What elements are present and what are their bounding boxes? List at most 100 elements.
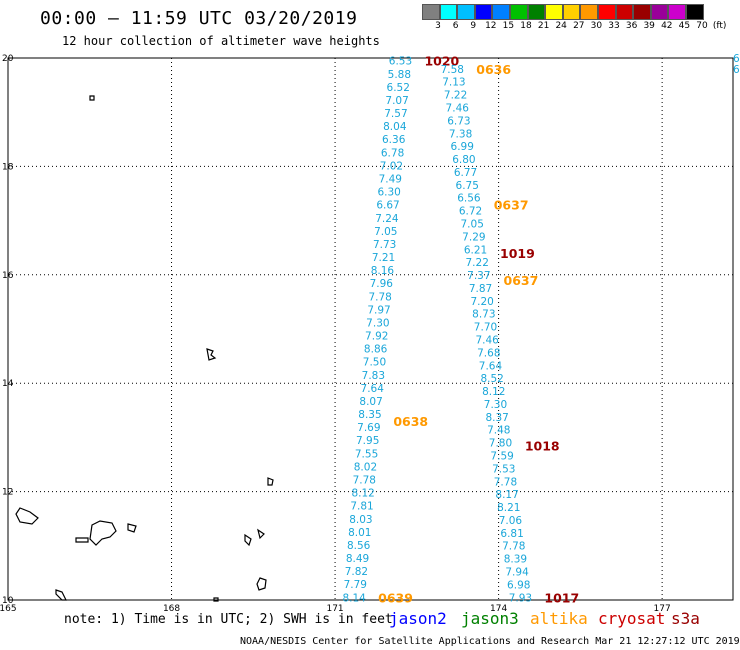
wave-height-value: 6.75 [456,180,479,192]
scale-swatch [562,4,581,20]
island-outline [256,577,267,591]
island-outline [257,528,265,540]
wave-height-value: 7.78 [353,475,376,487]
pass-time-label: 1020 [424,54,459,69]
edge-wave-value: 6. [733,64,740,76]
wave-height-value: 6.73 [447,115,470,127]
wave-height-value: 7.53 [492,463,515,475]
wave-height-value: 7.70 [474,322,497,334]
scale-label: 70 [696,21,708,31]
wave-height-value: 7.38 [449,128,472,140]
pass-time-label: 0637 [504,273,539,288]
longitude-label: 174 [490,604,507,614]
wave-height-value: 7.57 [384,108,407,120]
wave-height-value: 6.53 [389,56,412,68]
wave-height-value: 7.64 [479,360,503,372]
wave-height-value: 6.36 [382,134,406,146]
wave-height-value: 7.95 [356,435,379,447]
wave-height-value: 7.30 [484,399,507,411]
wave-height-value: 6.99 [451,141,474,153]
scale-label: 12 [485,21,497,31]
wave-height-value: 7.64 [361,383,385,395]
wave-height-value: 7.81 [350,501,373,513]
latitude-label: 10 [2,596,14,606]
wave-height-value: 7.24 [375,213,399,225]
wave-height-value: 7.96 [370,278,394,290]
scale-swatch [615,4,634,20]
wave-height-value: 7.37 [467,270,490,282]
island-outline [127,523,137,533]
latitude-label: 12 [2,488,13,498]
wave-height-value: 7.80 [489,438,512,450]
scale-label: 18 [520,21,532,31]
satellite-cryosat: cryosat [598,609,666,628]
wave-height-value: 8.16 [371,265,395,277]
scale-swatch [633,4,651,20]
scale-swatch [668,4,686,20]
wave-height-value: 6.56 [457,193,481,205]
wave-height-value: 7.78 [368,291,391,303]
wave-height-value: 7.97 [367,304,390,316]
scale-label: 27 [573,21,585,31]
longitude-label: 165 [0,604,17,614]
wave-height-value: 6.80 [452,154,475,166]
wave-height-color-scale [422,4,704,20]
pass-time-label: 0638 [393,414,428,429]
wave-height-value: 7.79 [344,579,367,591]
wave-height-value: 8.35 [358,409,381,421]
wave-height-value: 7.22 [444,90,467,102]
wave-height-value: 8.02 [354,461,377,473]
wave-height-value: 7.92 [365,331,388,343]
wave-height-value: 7.68 [477,347,500,359]
wave-height-value: 7.13 [442,77,465,89]
wave-height-value: 7.87 [469,283,492,295]
scale-swatch [474,4,493,20]
wave-height-value: 7.78 [494,476,517,488]
island-outline [206,348,217,361]
wave-height-value: 8.21 [497,502,520,514]
latitude-label: 18 [2,162,14,172]
satellite-jason3: jason3 [461,609,519,628]
scale-swatch [492,4,510,20]
wave-height-value: 8.17 [495,489,518,501]
pass-time-label: 0639 [378,590,413,605]
wave-height-value: 7.06 [499,515,523,527]
wave-height-value: 7.58 [441,64,464,76]
wave-height-value: 7.46 [446,103,470,115]
scale-label: 3 [435,21,441,31]
wave-height-value: 6.78 [381,147,404,159]
wave-height-value: 7.83 [362,370,385,382]
island-outline [244,533,252,547]
island-outline [55,589,67,601]
scale-swatch [650,4,669,20]
longitude-label: 171 [326,604,343,614]
wave-height-value: 7.30 [366,317,389,329]
scale-label: 30 [590,21,603,31]
scale-label: 39 [643,21,655,31]
scale-label: 24 [555,21,567,31]
wave-height-value: 6.72 [459,206,482,218]
wave-height-value: 8.12 [351,488,374,500]
pass-time-label: 1019 [500,246,535,261]
wave-height-value: 8.01 [348,527,371,539]
scale-label: 42 [661,21,673,31]
island-outline [267,477,274,486]
scale-swatch [685,4,704,20]
wave-height-value: 6.52 [387,82,410,94]
wave-height-value: 7.46 [475,335,499,347]
pass-time-label: 1018 [525,439,560,454]
scale-label: 21 [537,21,550,31]
pass-time-label: 0637 [494,197,529,212]
satellite-jason2: jason2 [389,609,447,628]
satellite-altika: altika [530,609,588,628]
scale-swatch [422,4,440,20]
wave-height-value: 7.20 [470,296,493,308]
island-outline [213,597,219,602]
wave-height-value: 7.22 [466,257,489,269]
wave-height-value: 7.73 [373,239,396,251]
wave-height-value: 6.30 [377,187,400,199]
wave-height-value: 8.37 [485,412,508,424]
wave-height-value: 7.82 [345,566,368,578]
